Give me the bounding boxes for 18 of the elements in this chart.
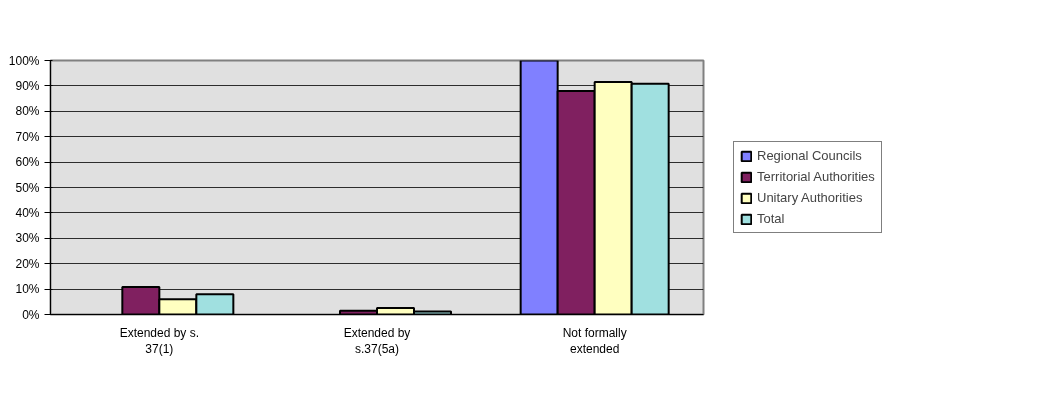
legend-label: Territorial Authorities — [757, 169, 875, 184]
y-tick-label: 80% — [15, 104, 40, 119]
legend-label: Regional Councils — [757, 148, 862, 163]
y-tick-label: 10% — [15, 282, 40, 297]
y-tick-label: 30% — [15, 231, 40, 246]
x-tick-label: Extended by s.37(5a) — [343, 325, 411, 357]
y-tick-label: 100% — [8, 53, 40, 68]
x-tick-label: Extended by s. 37(1) — [119, 325, 200, 357]
y-tick-label: 20% — [15, 256, 40, 271]
y-tick-label: 60% — [15, 155, 40, 170]
y-tick-label: 70% — [15, 129, 40, 144]
y-tick-label: 40% — [15, 205, 40, 220]
y-tick-label: 0% — [22, 307, 40, 322]
legend-label: Total — [757, 211, 785, 226]
y-tick-label: 90% — [15, 78, 40, 93]
x-tick-label: Not formally extended — [562, 325, 627, 357]
y-tick-label: 50% — [15, 180, 40, 195]
legend-label: Unitary Authorities — [757, 190, 863, 205]
